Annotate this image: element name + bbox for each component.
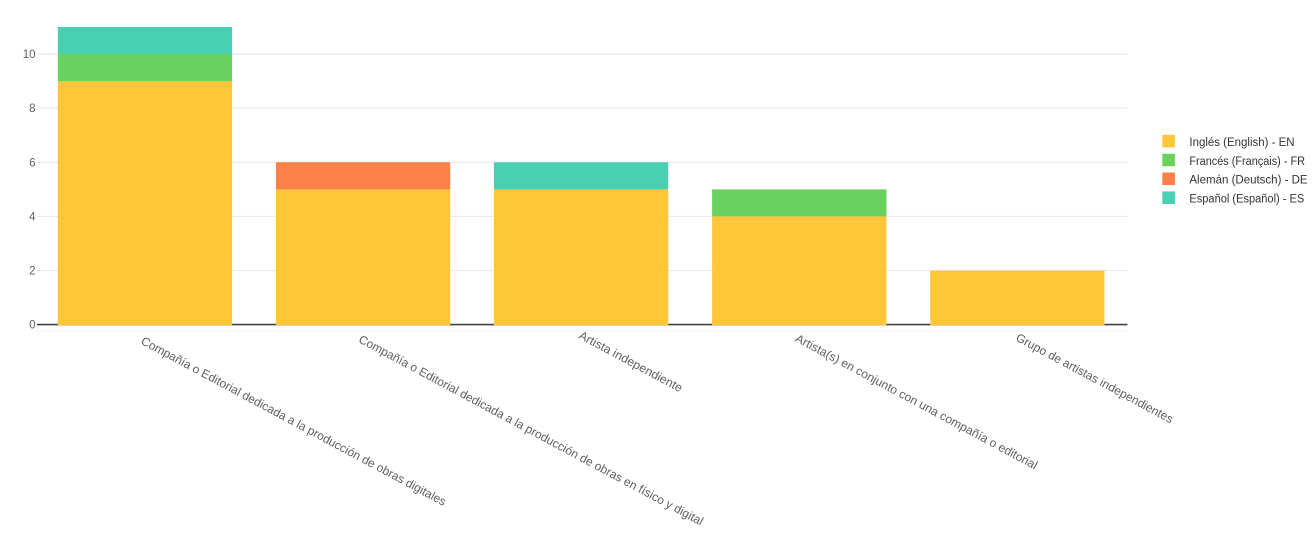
svg-text:Francés (Français) - FR: Francés (Français) - FR <box>1189 156 1305 168</box>
svg-text:Español (Español) - ES: Español (Español) - ES <box>1189 194 1304 206</box>
svg-text:Inglés (English) - EN: Inglés (English) - EN <box>1189 137 1294 149</box>
svg-text:8: 8 <box>29 103 35 115</box>
svg-text:4: 4 <box>29 212 36 224</box>
svg-text:10: 10 <box>23 49 36 61</box>
svg-text:Alemán (Deutsch) - DE: Alemán (Deutsch) - DE <box>1189 175 1308 187</box>
svg-text:0: 0 <box>29 320 35 332</box>
svg-text:6: 6 <box>29 157 35 169</box>
svg-text:2: 2 <box>29 266 35 278</box>
